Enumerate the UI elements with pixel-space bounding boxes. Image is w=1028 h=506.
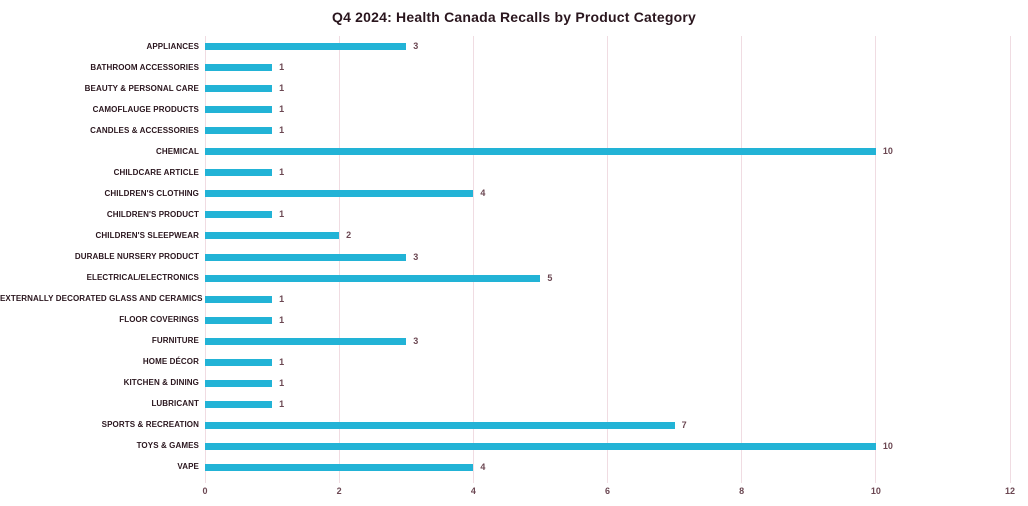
category-label: KITCHEN & DINING	[123, 378, 199, 388]
bar	[205, 85, 273, 93]
x-axis: 0 2 4 6 8 10 12	[202, 483, 1015, 499]
category-label: LUBRICANT	[151, 399, 199, 409]
value-label: 1	[279, 209, 285, 220]
category-label: CHILDREN'S PRODUCT	[106, 209, 199, 219]
bar	[205, 190, 474, 198]
category-label: SPORTS & RECREATION	[101, 420, 199, 430]
value-label: 1	[279, 104, 285, 115]
category-label: CHILDCARE ARTICLE	[113, 167, 199, 177]
bar	[205, 400, 273, 408]
category-label: VAPE	[177, 462, 199, 472]
category-label: HOME DÉCOR	[142, 357, 199, 367]
bar	[205, 43, 407, 51]
value-label: 3	[413, 41, 419, 52]
bar	[205, 232, 340, 240]
bar	[205, 379, 273, 387]
bar	[205, 358, 273, 366]
category-label: CHILDREN'S SLEEPWEAR	[95, 230, 199, 240]
plot-area: 3 1 1 1 1 10 1 4 1 2 3 5 1 1 3 1 1 1 7 10 4	[204, 36, 1011, 483]
category-label: FURNITURE	[151, 336, 199, 346]
value-label: 1	[279, 125, 285, 136]
bar	[205, 211, 273, 219]
x-tick-label: 4	[470, 486, 476, 496]
bar	[205, 106, 273, 114]
gridline	[741, 36, 743, 483]
value-label: 4	[480, 188, 486, 199]
bar	[205, 253, 407, 261]
x-tick-label: 12	[1004, 486, 1016, 496]
category-label: CHEMICAL	[155, 146, 199, 156]
value-label: 1	[279, 83, 285, 94]
bar	[205, 337, 407, 345]
category-label: DURABLE NURSERY PRODUCT	[74, 252, 199, 261]
gridline	[607, 36, 608, 483]
chart-title: Q4 2024: Health Canada Recalls by Produc…	[331, 9, 696, 25]
bar	[205, 421, 675, 429]
bar	[205, 64, 273, 72]
value-label: 1	[279, 167, 285, 178]
x-tick-label: 8	[739, 486, 745, 496]
bar	[205, 148, 876, 156]
value-label: 3	[413, 335, 419, 346]
category-label: CAMOFLAUGE PRODUCTS	[92, 104, 199, 114]
value-label: 1	[279, 377, 285, 388]
category-label: CHILDREN'S CLOTHING	[104, 188, 199, 198]
value-label: 1	[279, 356, 285, 367]
bar	[205, 295, 273, 303]
category-label: TOYS & GAMES	[136, 441, 199, 451]
value-label: 1	[279, 398, 285, 409]
value-label: 2	[346, 230, 352, 241]
value-label: 5	[547, 272, 553, 283]
bar	[205, 316, 273, 324]
x-tick-label: 6	[604, 486, 611, 496]
value-label: 10	[882, 146, 893, 157]
category-label: BATHROOM ACCESSORIES	[90, 62, 199, 72]
category-label: ELECTRICAL/ELECTRONICS	[86, 273, 199, 283]
category-label: EXTERNALLY DECORATED GLASS AND CERAMICS	[0, 294, 203, 304]
value-label: 3	[413, 251, 419, 262]
value-label: 7	[681, 419, 687, 430]
value-label: 1	[279, 293, 285, 304]
value-label: 10	[882, 440, 893, 451]
bar	[205, 169, 273, 177]
gridline	[875, 36, 877, 483]
x-tick-label: 10	[870, 486, 881, 496]
bar	[205, 442, 876, 450]
category-label: BEAUTY & PERSONAL CARE	[84, 83, 199, 93]
gridline	[472, 36, 474, 483]
x-tick-label: 0	[202, 486, 208, 496]
category-label: FLOOR COVERINGS	[119, 315, 199, 325]
bar	[205, 274, 541, 282]
x-tick-label: 2	[336, 486, 342, 496]
category-label: APPLIANCES	[146, 41, 199, 51]
value-label: 4	[480, 461, 486, 472]
gridline	[1009, 36, 1011, 483]
bar	[205, 463, 474, 471]
value-label: 1	[279, 62, 285, 73]
category-axis: APPLIANCES BATHROOM ACCESSORIES BEAUTY & P…	[0, 36, 203, 478]
bar	[205, 127, 273, 135]
value-label: 1	[279, 314, 285, 325]
category-label: CANDLES & ACCESSORIES	[90, 125, 199, 135]
